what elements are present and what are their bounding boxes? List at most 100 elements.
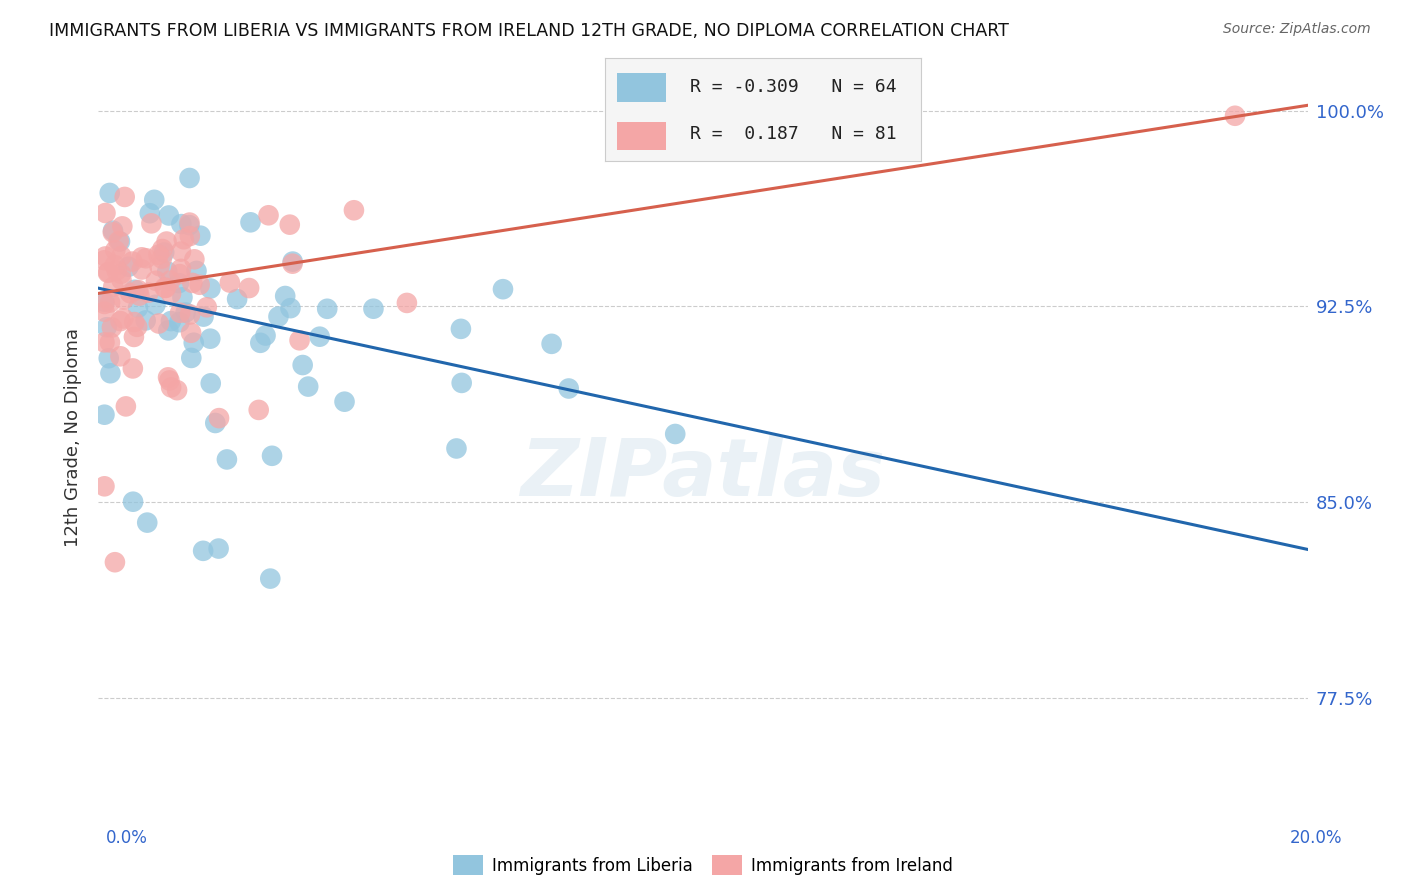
Point bbox=[173, 232, 195, 246]
Point bbox=[188, 277, 211, 292]
Point bbox=[105, 263, 128, 277]
Point bbox=[167, 276, 190, 290]
Point bbox=[150, 252, 173, 266]
Point bbox=[122, 315, 145, 329]
Point bbox=[259, 572, 281, 586]
Point bbox=[157, 370, 180, 384]
Point bbox=[179, 171, 201, 186]
Point bbox=[238, 281, 260, 295]
Point bbox=[200, 376, 222, 391]
Point bbox=[103, 279, 125, 293]
Point bbox=[179, 308, 201, 322]
Point bbox=[120, 286, 142, 301]
Point bbox=[169, 267, 191, 281]
Point bbox=[183, 335, 205, 350]
Point bbox=[93, 408, 115, 422]
Point bbox=[186, 264, 208, 278]
Point bbox=[207, 541, 229, 556]
Point bbox=[195, 300, 218, 314]
Point bbox=[112, 293, 135, 307]
Point bbox=[131, 262, 153, 277]
Point bbox=[278, 218, 301, 232]
Point bbox=[98, 295, 121, 310]
Point bbox=[153, 281, 176, 295]
Point bbox=[94, 250, 117, 264]
Point bbox=[174, 305, 197, 319]
Point bbox=[257, 208, 280, 222]
Point bbox=[308, 329, 330, 343]
Point bbox=[363, 301, 385, 316]
Point bbox=[110, 249, 132, 263]
Point bbox=[127, 283, 149, 297]
Point bbox=[193, 310, 215, 324]
Point bbox=[97, 351, 120, 366]
Point bbox=[101, 224, 124, 238]
Point bbox=[160, 314, 183, 328]
Point bbox=[260, 449, 283, 463]
Point bbox=[117, 260, 139, 274]
Point bbox=[112, 311, 135, 326]
Text: 0.0%: 0.0% bbox=[105, 829, 148, 847]
Point bbox=[93, 297, 115, 311]
Point bbox=[104, 555, 127, 569]
Point bbox=[288, 334, 311, 348]
Point bbox=[450, 376, 472, 390]
Point bbox=[93, 304, 115, 318]
Point bbox=[121, 254, 143, 268]
Point bbox=[155, 281, 177, 295]
Point bbox=[343, 203, 366, 218]
Point bbox=[204, 416, 226, 430]
Point bbox=[557, 382, 579, 396]
Point bbox=[128, 288, 150, 302]
Point bbox=[122, 330, 145, 344]
Point bbox=[180, 351, 202, 365]
Point bbox=[274, 289, 297, 303]
Point bbox=[200, 281, 222, 295]
Point bbox=[280, 301, 302, 315]
Point bbox=[108, 235, 131, 249]
Point bbox=[100, 366, 122, 380]
Point bbox=[155, 235, 177, 249]
Point bbox=[141, 216, 163, 230]
Point bbox=[127, 319, 149, 334]
Point bbox=[110, 314, 132, 328]
Point bbox=[122, 494, 145, 508]
Point bbox=[110, 273, 132, 287]
Point bbox=[181, 276, 204, 290]
Point bbox=[169, 315, 191, 329]
Bar bbox=[617, 121, 666, 150]
Point bbox=[247, 403, 270, 417]
Point bbox=[215, 452, 238, 467]
Point bbox=[170, 244, 193, 259]
Point bbox=[148, 259, 170, 273]
Point bbox=[136, 516, 159, 530]
Point bbox=[160, 286, 183, 301]
Point bbox=[446, 442, 468, 456]
Point bbox=[172, 290, 194, 304]
Text: IMMIGRANTS FROM LIBERIA VS IMMIGRANTS FROM IRELAND 12TH GRADE, NO DIPLOMA CORREL: IMMIGRANTS FROM LIBERIA VS IMMIGRANTS FR… bbox=[49, 22, 1010, 40]
Point bbox=[110, 267, 132, 281]
Point bbox=[121, 361, 143, 376]
Point bbox=[124, 283, 146, 297]
Point bbox=[110, 349, 132, 363]
Point bbox=[107, 234, 129, 248]
Point bbox=[179, 216, 201, 230]
Point bbox=[96, 320, 118, 334]
Point bbox=[93, 253, 115, 268]
Point bbox=[395, 296, 418, 310]
Point bbox=[98, 186, 121, 200]
Point bbox=[249, 335, 271, 350]
Point bbox=[93, 294, 115, 309]
Point bbox=[208, 411, 231, 425]
Point bbox=[333, 394, 356, 409]
Point bbox=[170, 261, 193, 276]
Point bbox=[148, 248, 170, 262]
Point bbox=[254, 328, 277, 343]
Point bbox=[267, 310, 290, 324]
Point bbox=[540, 336, 562, 351]
Point bbox=[104, 258, 127, 272]
Point bbox=[191, 544, 214, 558]
Point bbox=[135, 252, 157, 266]
Point bbox=[450, 322, 472, 336]
Point bbox=[281, 254, 304, 268]
